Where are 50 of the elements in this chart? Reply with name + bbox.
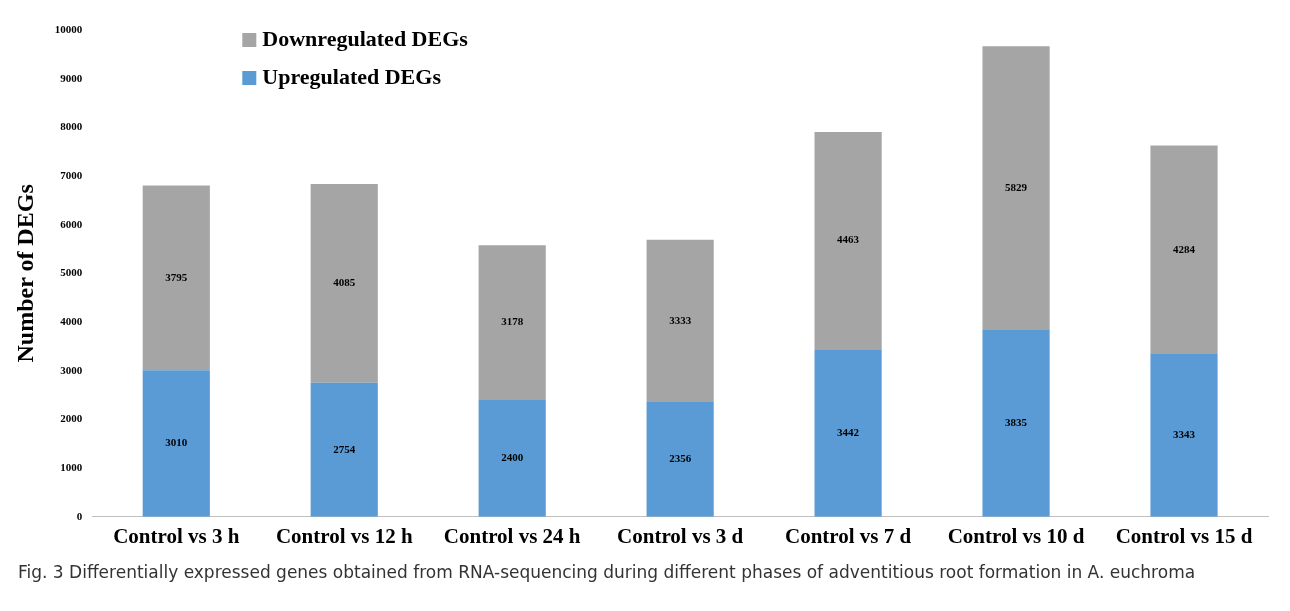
- data-label: 4463: [837, 233, 860, 246]
- x-tick-label: Control vs 3 d: [617, 523, 744, 548]
- bar: [1150, 145, 1218, 355]
- y-tick-label: 5000: [60, 266, 83, 279]
- x-tick-label: Control vs 10 d: [947, 523, 1085, 548]
- y-tick-label: 7000: [60, 168, 83, 181]
- bar: [646, 402, 714, 517]
- y-tick-label: 4000: [60, 314, 83, 327]
- data-label: 5829: [1005, 181, 1028, 194]
- legend-label: Upregulated DEGs: [262, 63, 442, 89]
- y-tick-label: 8000: [60, 120, 83, 133]
- bar: [982, 46, 1050, 331]
- bar: [310, 183, 378, 383]
- y-tick-label: 6000: [60, 217, 83, 230]
- data-label: 2754: [333, 442, 356, 455]
- bar: [646, 239, 714, 403]
- bar: [478, 245, 546, 400]
- x-tick-label: Control vs 15 d: [1115, 523, 1253, 548]
- data-label: 3010: [165, 436, 188, 449]
- data-label: 3835: [1005, 416, 1028, 429]
- y-tick-label: 9000: [60, 71, 83, 84]
- data-label: 3333: [669, 313, 692, 326]
- y-tick-label: 0: [76, 509, 83, 522]
- x-tick-label: Control vs 3 h: [113, 523, 240, 548]
- bar: [1150, 354, 1218, 517]
- data-label: 2400: [501, 451, 524, 464]
- bar: [982, 330, 1050, 517]
- y-tick-label: 3000: [60, 363, 83, 376]
- bar: [142, 185, 210, 371]
- data-label: 3442: [837, 425, 860, 438]
- x-tick-label: Control vs 7 d: [785, 523, 912, 548]
- legend-label: Downregulated DEGs: [262, 25, 469, 51]
- x-tick-label: Control vs 12 h: [275, 523, 413, 548]
- bar: [142, 370, 210, 517]
- y-tick-label: 10000: [54, 22, 83, 35]
- data-label: 4085: [333, 276, 356, 289]
- bar: [814, 131, 882, 350]
- y-axis-title: Number of DEGs: [11, 184, 38, 363]
- y-tick-label: 2000: [60, 412, 83, 425]
- caption: Fig. 3 Differentially expressed genes obtained from RNA-sequencing during different phases of adventitious root formation in A. euchroma: [17, 562, 1197, 582]
- y-tick-label: 1000: [60, 460, 83, 473]
- data-label: 3178: [501, 315, 524, 328]
- bar: [310, 382, 378, 517]
- data-label: 2356: [669, 452, 692, 465]
- bar: [478, 399, 546, 517]
- data-label: 3795: [165, 270, 188, 283]
- x-tick-label: Control vs 24 h: [443, 523, 581, 548]
- data-label: 4284: [1173, 242, 1196, 255]
- bar: [814, 349, 882, 517]
- data-label: 3343: [1173, 428, 1196, 441]
